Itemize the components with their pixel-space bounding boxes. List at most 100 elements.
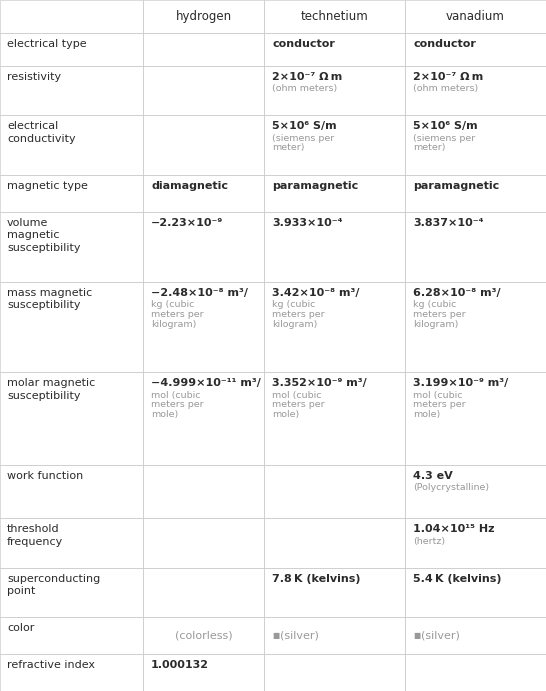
Text: kg (cubic: kg (cubic <box>272 300 316 309</box>
Text: vanadium: vanadium <box>446 10 505 23</box>
Text: 5×10⁶ S/m: 5×10⁶ S/m <box>272 121 337 131</box>
Text: electrical type: electrical type <box>7 39 87 49</box>
Text: kilogram): kilogram) <box>272 320 318 329</box>
Text: conductor: conductor <box>413 39 476 49</box>
Bar <box>0 0 143 33</box>
Text: (siemens per: (siemens per <box>413 133 476 142</box>
Text: mole): mole) <box>151 410 179 419</box>
Text: magnetic type: magnetic type <box>7 181 88 191</box>
Text: 6.28×10⁻⁸ m³/: 6.28×10⁻⁸ m³/ <box>413 287 501 298</box>
Bar <box>264 282 405 372</box>
Bar <box>264 0 405 33</box>
Bar <box>0 212 143 282</box>
Bar <box>264 212 405 282</box>
Text: ■: ■ <box>413 631 420 640</box>
Text: 4.3 eV: 4.3 eV <box>413 471 453 481</box>
Text: hydrogen: hydrogen <box>176 10 232 23</box>
Bar <box>0 282 143 372</box>
Bar <box>405 617 546 654</box>
Text: mole): mole) <box>272 410 300 419</box>
Text: kilogram): kilogram) <box>151 320 197 329</box>
Text: meters per: meters per <box>151 401 204 410</box>
Bar <box>264 465 405 518</box>
Bar <box>143 66 264 115</box>
Text: molar magnetic: molar magnetic <box>7 378 95 388</box>
Text: magnetic: magnetic <box>7 230 60 240</box>
Bar <box>405 66 546 115</box>
Text: diamagnetic: diamagnetic <box>151 181 228 191</box>
Text: (silver): (silver) <box>280 630 319 641</box>
Text: mol (cubic: mol (cubic <box>151 390 200 399</box>
Text: paramagnetic: paramagnetic <box>413 181 500 191</box>
Bar <box>405 567 546 617</box>
Text: kg (cubic: kg (cubic <box>151 300 194 309</box>
Text: meter): meter) <box>272 144 305 153</box>
Bar <box>143 617 264 654</box>
Bar <box>264 372 405 465</box>
Bar <box>264 617 405 654</box>
Text: work function: work function <box>7 471 83 481</box>
Text: meter): meter) <box>413 144 446 153</box>
Text: (silver): (silver) <box>421 630 460 641</box>
Text: susceptibility: susceptibility <box>7 390 80 401</box>
Bar <box>143 518 264 567</box>
Text: refractive index: refractive index <box>7 660 95 670</box>
Text: (siemens per: (siemens per <box>272 133 335 142</box>
Text: volume: volume <box>7 218 49 228</box>
Bar <box>405 465 546 518</box>
Text: kilogram): kilogram) <box>413 320 459 329</box>
Text: −2.48×10⁻⁸ m³/: −2.48×10⁻⁸ m³/ <box>151 287 248 298</box>
Text: technetium: technetium <box>301 10 369 23</box>
Bar <box>405 654 546 691</box>
Bar <box>264 115 405 175</box>
Bar <box>0 66 143 115</box>
Text: (ohm meters): (ohm meters) <box>272 84 337 93</box>
Text: 2×10⁻⁷ Ω m: 2×10⁻⁷ Ω m <box>413 72 483 82</box>
Text: meters per: meters per <box>272 310 325 319</box>
Bar <box>405 175 546 212</box>
Bar <box>405 518 546 567</box>
Text: conductivity: conductivity <box>7 133 76 144</box>
Bar <box>0 33 143 66</box>
Text: meters per: meters per <box>151 310 204 319</box>
Bar <box>264 518 405 567</box>
Bar <box>264 654 405 691</box>
Text: resistivity: resistivity <box>7 72 61 82</box>
Text: susceptibility: susceptibility <box>7 243 80 253</box>
Text: (colorless): (colorless) <box>175 630 233 641</box>
Bar <box>143 115 264 175</box>
Text: ■: ■ <box>272 631 280 640</box>
Bar <box>264 567 405 617</box>
Text: mass magnetic: mass magnetic <box>7 287 92 298</box>
Bar <box>264 66 405 115</box>
Text: meters per: meters per <box>413 401 466 410</box>
Bar <box>143 465 264 518</box>
Bar <box>0 567 143 617</box>
Text: color: color <box>7 623 34 633</box>
Text: mol (cubic: mol (cubic <box>272 390 322 399</box>
Bar <box>0 175 143 212</box>
Bar <box>405 33 546 66</box>
Bar <box>0 654 143 691</box>
Text: 5.4 K (kelvins): 5.4 K (kelvins) <box>413 574 502 584</box>
Text: meters per: meters per <box>272 401 325 410</box>
Bar <box>143 0 264 33</box>
Text: electrical: electrical <box>7 121 58 131</box>
Text: 1.000132: 1.000132 <box>151 660 209 670</box>
Text: 3.837×10⁻⁴: 3.837×10⁻⁴ <box>413 218 484 228</box>
Bar <box>0 372 143 465</box>
Text: 3.199×10⁻⁹ m³/: 3.199×10⁻⁹ m³/ <box>413 378 508 388</box>
Bar <box>143 33 264 66</box>
Text: 1.04×10¹⁵ Hz: 1.04×10¹⁵ Hz <box>413 524 495 534</box>
Text: −4.999×10⁻¹¹ m³/: −4.999×10⁻¹¹ m³/ <box>151 378 261 388</box>
Bar <box>405 282 546 372</box>
Text: (Polycrystalline): (Polycrystalline) <box>413 483 489 492</box>
Text: paramagnetic: paramagnetic <box>272 181 359 191</box>
Text: kg (cubic: kg (cubic <box>413 300 456 309</box>
Bar <box>0 617 143 654</box>
Bar <box>143 567 264 617</box>
Bar <box>143 654 264 691</box>
Text: −2.23×10⁻⁹: −2.23×10⁻⁹ <box>151 218 223 228</box>
Text: conductor: conductor <box>272 39 335 49</box>
Text: 3.352×10⁻⁹ m³/: 3.352×10⁻⁹ m³/ <box>272 378 367 388</box>
